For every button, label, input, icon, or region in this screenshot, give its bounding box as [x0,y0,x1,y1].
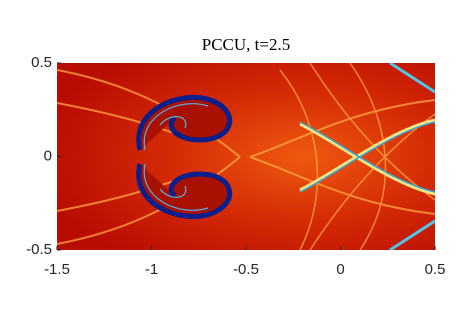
chart-title: PCCU, t=2.5 [202,35,290,54]
x-tick-label: 0 [336,261,344,278]
x-tick-label: -0.5 [233,261,259,278]
x-tick-label: -1 [145,261,158,278]
y-tick-label: 0 [44,147,52,164]
x-tick-label: -1.5 [44,261,70,278]
y-tick-label: -0.5 [26,241,52,258]
y-tick-label: 0.5 [31,54,52,71]
field-image [57,63,435,250]
x-tick-label: 0.5 [425,261,446,278]
